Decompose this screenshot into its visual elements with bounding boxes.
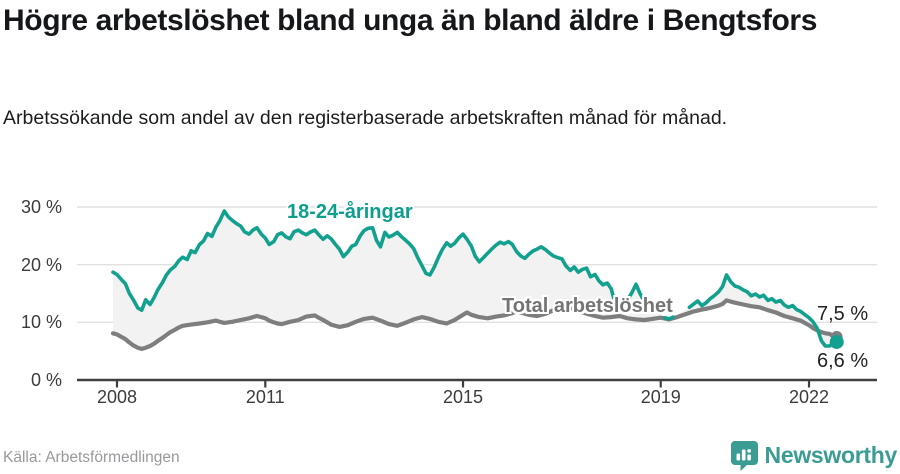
youth-line <box>111 209 836 348</box>
y-tick-label: 30 % <box>20 196 62 217</box>
y-tick-label: 10 % <box>20 312 62 333</box>
series-label-total: Total arbetslöshet <box>502 295 673 317</box>
newsworthy-logo[interactable]: Newsworthy <box>730 441 898 471</box>
y-tick-label: 20 % <box>20 254 62 275</box>
x-tick-label: 2022 <box>788 387 830 407</box>
page-title: Högre arbetslöshet bland unga än bland ä… <box>3 4 817 37</box>
end-value-total: 7,5 % <box>817 303 869 325</box>
end-value-youth: 6,6 % <box>817 350 869 372</box>
series-label-youth: 18-24-åringar <box>287 201 413 223</box>
end-dot-youth <box>829 334 844 349</box>
x-tick-label: 2011 <box>245 387 285 407</box>
y-tick-label: 0 % <box>30 370 62 390</box>
between-series-fill <box>113 211 834 349</box>
brand-name: Newsworthy <box>764 442 898 468</box>
bar-chart-pin-icon <box>730 441 758 471</box>
x-tick-label: 2015 <box>442 387 484 407</box>
total-line <box>110 298 836 351</box>
x-tick-label: 2008 <box>96 387 138 407</box>
x-tick-label: 2019 <box>640 387 681 407</box>
page-subtitle: Arbetssökande som andel av den registerb… <box>3 107 728 129</box>
source-note: Källa: Arbetsförmedlingen <box>3 449 180 466</box>
